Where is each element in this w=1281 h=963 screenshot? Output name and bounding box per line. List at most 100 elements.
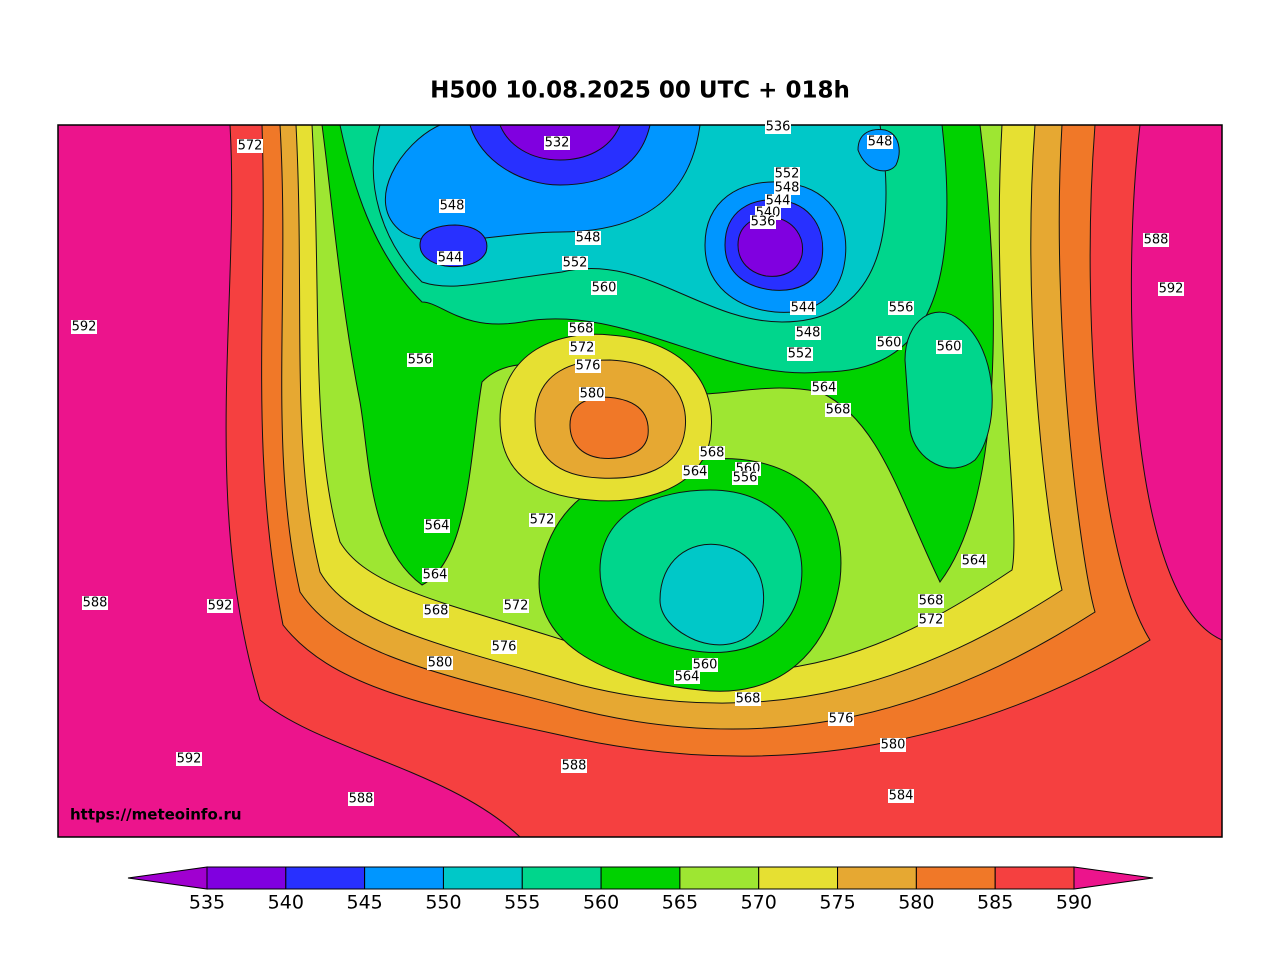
contour-label: 548 [775,181,800,196]
title: H500 10.08.2025 00 UTC + 018h [430,78,850,104]
contour-label: 560 [937,340,962,355]
contour-label: 556 [889,301,914,316]
contour-label: 544 [766,194,791,209]
label-background [427,656,453,670]
label-background [790,301,816,315]
label-background [735,692,761,706]
contour-label: 584 [889,789,914,804]
label-background [825,403,851,417]
label-background [579,387,605,401]
colorbar-label: 570 [741,892,777,914]
contour-label: 564 [425,519,450,534]
label-background [491,640,517,654]
contour-label: 564 [423,568,448,583]
contour-label: 548 [796,326,821,341]
label-background [699,446,725,460]
label-background [562,256,588,270]
colorbar-box [915,866,996,890]
colorbar: 535 540 545 550 555 560 565 570 575 580 585 590 [127,866,1154,914]
label-background [591,281,617,295]
colorbar-label: 575 [819,892,855,914]
label-background [575,231,601,245]
height-band [904,311,993,469]
label-background [888,301,914,315]
contour-label: 548 [868,135,893,150]
contour-label: 556 [733,471,758,486]
contour-label: 552 [788,347,813,362]
label-background [82,596,108,610]
colorbar-label: 535 [189,892,225,914]
label-background [237,139,263,153]
colorbar-label: 565 [662,892,698,914]
colorbar-box [442,866,523,890]
contour-label: 572 [504,599,529,614]
label-background [423,604,449,618]
label-background [765,194,791,208]
contour-label: 588 [1144,233,1169,248]
contour-label: 556 [408,353,433,368]
contour-label: 560 [592,281,617,296]
label-background [674,670,700,684]
colorbar-label: 540 [268,892,304,914]
label-background [682,465,708,479]
contour-labels: 572 5325365485485445485525525485445405365… [71,120,1184,807]
contour-label: 564 [675,670,700,685]
label-background [732,471,758,485]
label-background [439,199,465,213]
label-background [503,599,529,613]
label-background [207,599,233,613]
colorbar-box [758,866,839,890]
contour-label: 572 [530,513,555,528]
label-background [918,594,944,608]
contour-label: 580 [428,656,453,671]
contour-label: 544 [791,301,816,316]
contour-label: 572 [570,341,595,356]
colorbar-label: 555 [504,892,540,914]
contour-label: 588 [562,759,587,774]
contour-label: 564 [812,381,837,396]
label-background [811,381,837,395]
contour-label: 548 [440,199,465,214]
label-background [348,792,374,806]
contour-label: 580 [881,738,906,753]
colorbar-box [285,866,366,890]
colorbar-box [206,866,287,890]
label-background [1143,233,1169,247]
colorbar-arrow-high [1073,866,1154,890]
label-background [569,341,595,355]
contour-label: 592 [208,599,233,614]
label-background [575,359,601,373]
colorbar-box [521,866,602,890]
label-background [71,320,97,334]
contour-label: 568 [700,446,725,461]
label-background [529,513,555,527]
contour-label: 588 [349,792,374,807]
label-background [422,568,448,582]
height-band [659,543,765,646]
label-background [544,136,570,150]
label-background [888,789,914,803]
label-background [918,613,944,627]
map-frame [57,124,1223,838]
label-background [787,347,813,361]
colorbar-label: 590 [1056,892,1092,914]
label-background [176,752,202,766]
contour-label: 576 [576,359,601,374]
contour-label: 536 [751,215,776,230]
label-background [407,353,433,367]
label-background [1158,282,1184,296]
contour-label: 568 [826,403,851,418]
colorbar-label: 550 [425,892,461,914]
colorbar-box [364,866,444,890]
contour-label: 592 [177,752,202,767]
label-background [750,215,776,229]
colorbar-label: 545 [347,892,383,914]
label-background [692,658,718,672]
label-background [765,120,791,134]
colorbar-label: 560 [583,892,619,914]
label-background [867,135,893,149]
contour-label: 580 [580,387,605,402]
contour-label: 560 [693,658,718,673]
contour-label: 572 [238,139,263,154]
